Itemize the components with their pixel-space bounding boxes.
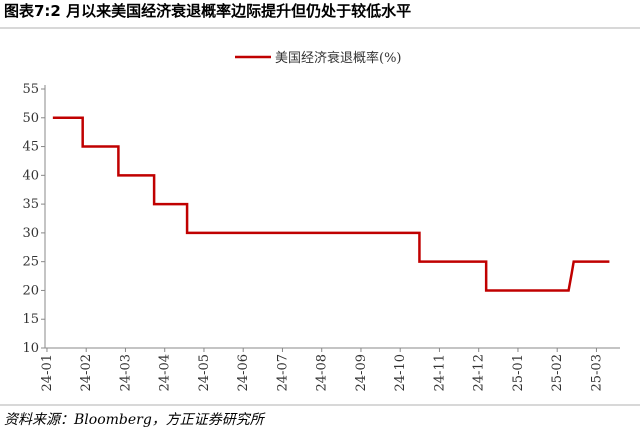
x-tick-label: 25-02	[550, 354, 565, 391]
y-tick-label: 20	[22, 283, 39, 298]
y-tick-label: 35	[22, 197, 39, 212]
y-tick-label: 10	[22, 341, 39, 356]
y-tick-label: 40	[22, 168, 39, 183]
x-tick-label: 24-04	[158, 354, 173, 391]
y-tick-label: 30	[22, 226, 39, 241]
data-line	[52, 116, 610, 292]
x-tick-label: 24-10	[393, 354, 408, 391]
x-tick-label: 24-08	[315, 354, 330, 391]
chart-title: 图表7:2 月以来美国经济衰退概率边际提升但仍处于较低水平	[4, 2, 411, 20]
x-tick-label: 24-12	[472, 354, 487, 391]
legend-label: 美国经济衰退概率(%)	[275, 50, 402, 66]
x-tick-label: 24-01	[40, 354, 55, 391]
x-tick-label: 24-07	[275, 354, 290, 391]
x-tick-label: 24-03	[118, 354, 133, 391]
y-tick-label: 50	[22, 111, 39, 126]
y-tick-label: 15	[22, 312, 39, 327]
y-tick-label: 25	[22, 255, 39, 270]
y-tick-label: 45	[22, 140, 39, 155]
x-tick-label: 25-03	[589, 354, 604, 391]
x-tick-label: 24-05	[197, 354, 212, 391]
x-tick-label: 25-01	[511, 354, 526, 391]
source-note: 资料来源：Bloomberg，方正证券研究所	[4, 412, 266, 428]
x-tick-label: 24-06	[236, 354, 251, 391]
x-tick-label: 24-02	[79, 354, 94, 391]
y-tick-label: 55	[22, 82, 39, 97]
x-tick-label: 24-11	[432, 354, 447, 391]
x-tick-label: 24-09	[354, 354, 369, 391]
